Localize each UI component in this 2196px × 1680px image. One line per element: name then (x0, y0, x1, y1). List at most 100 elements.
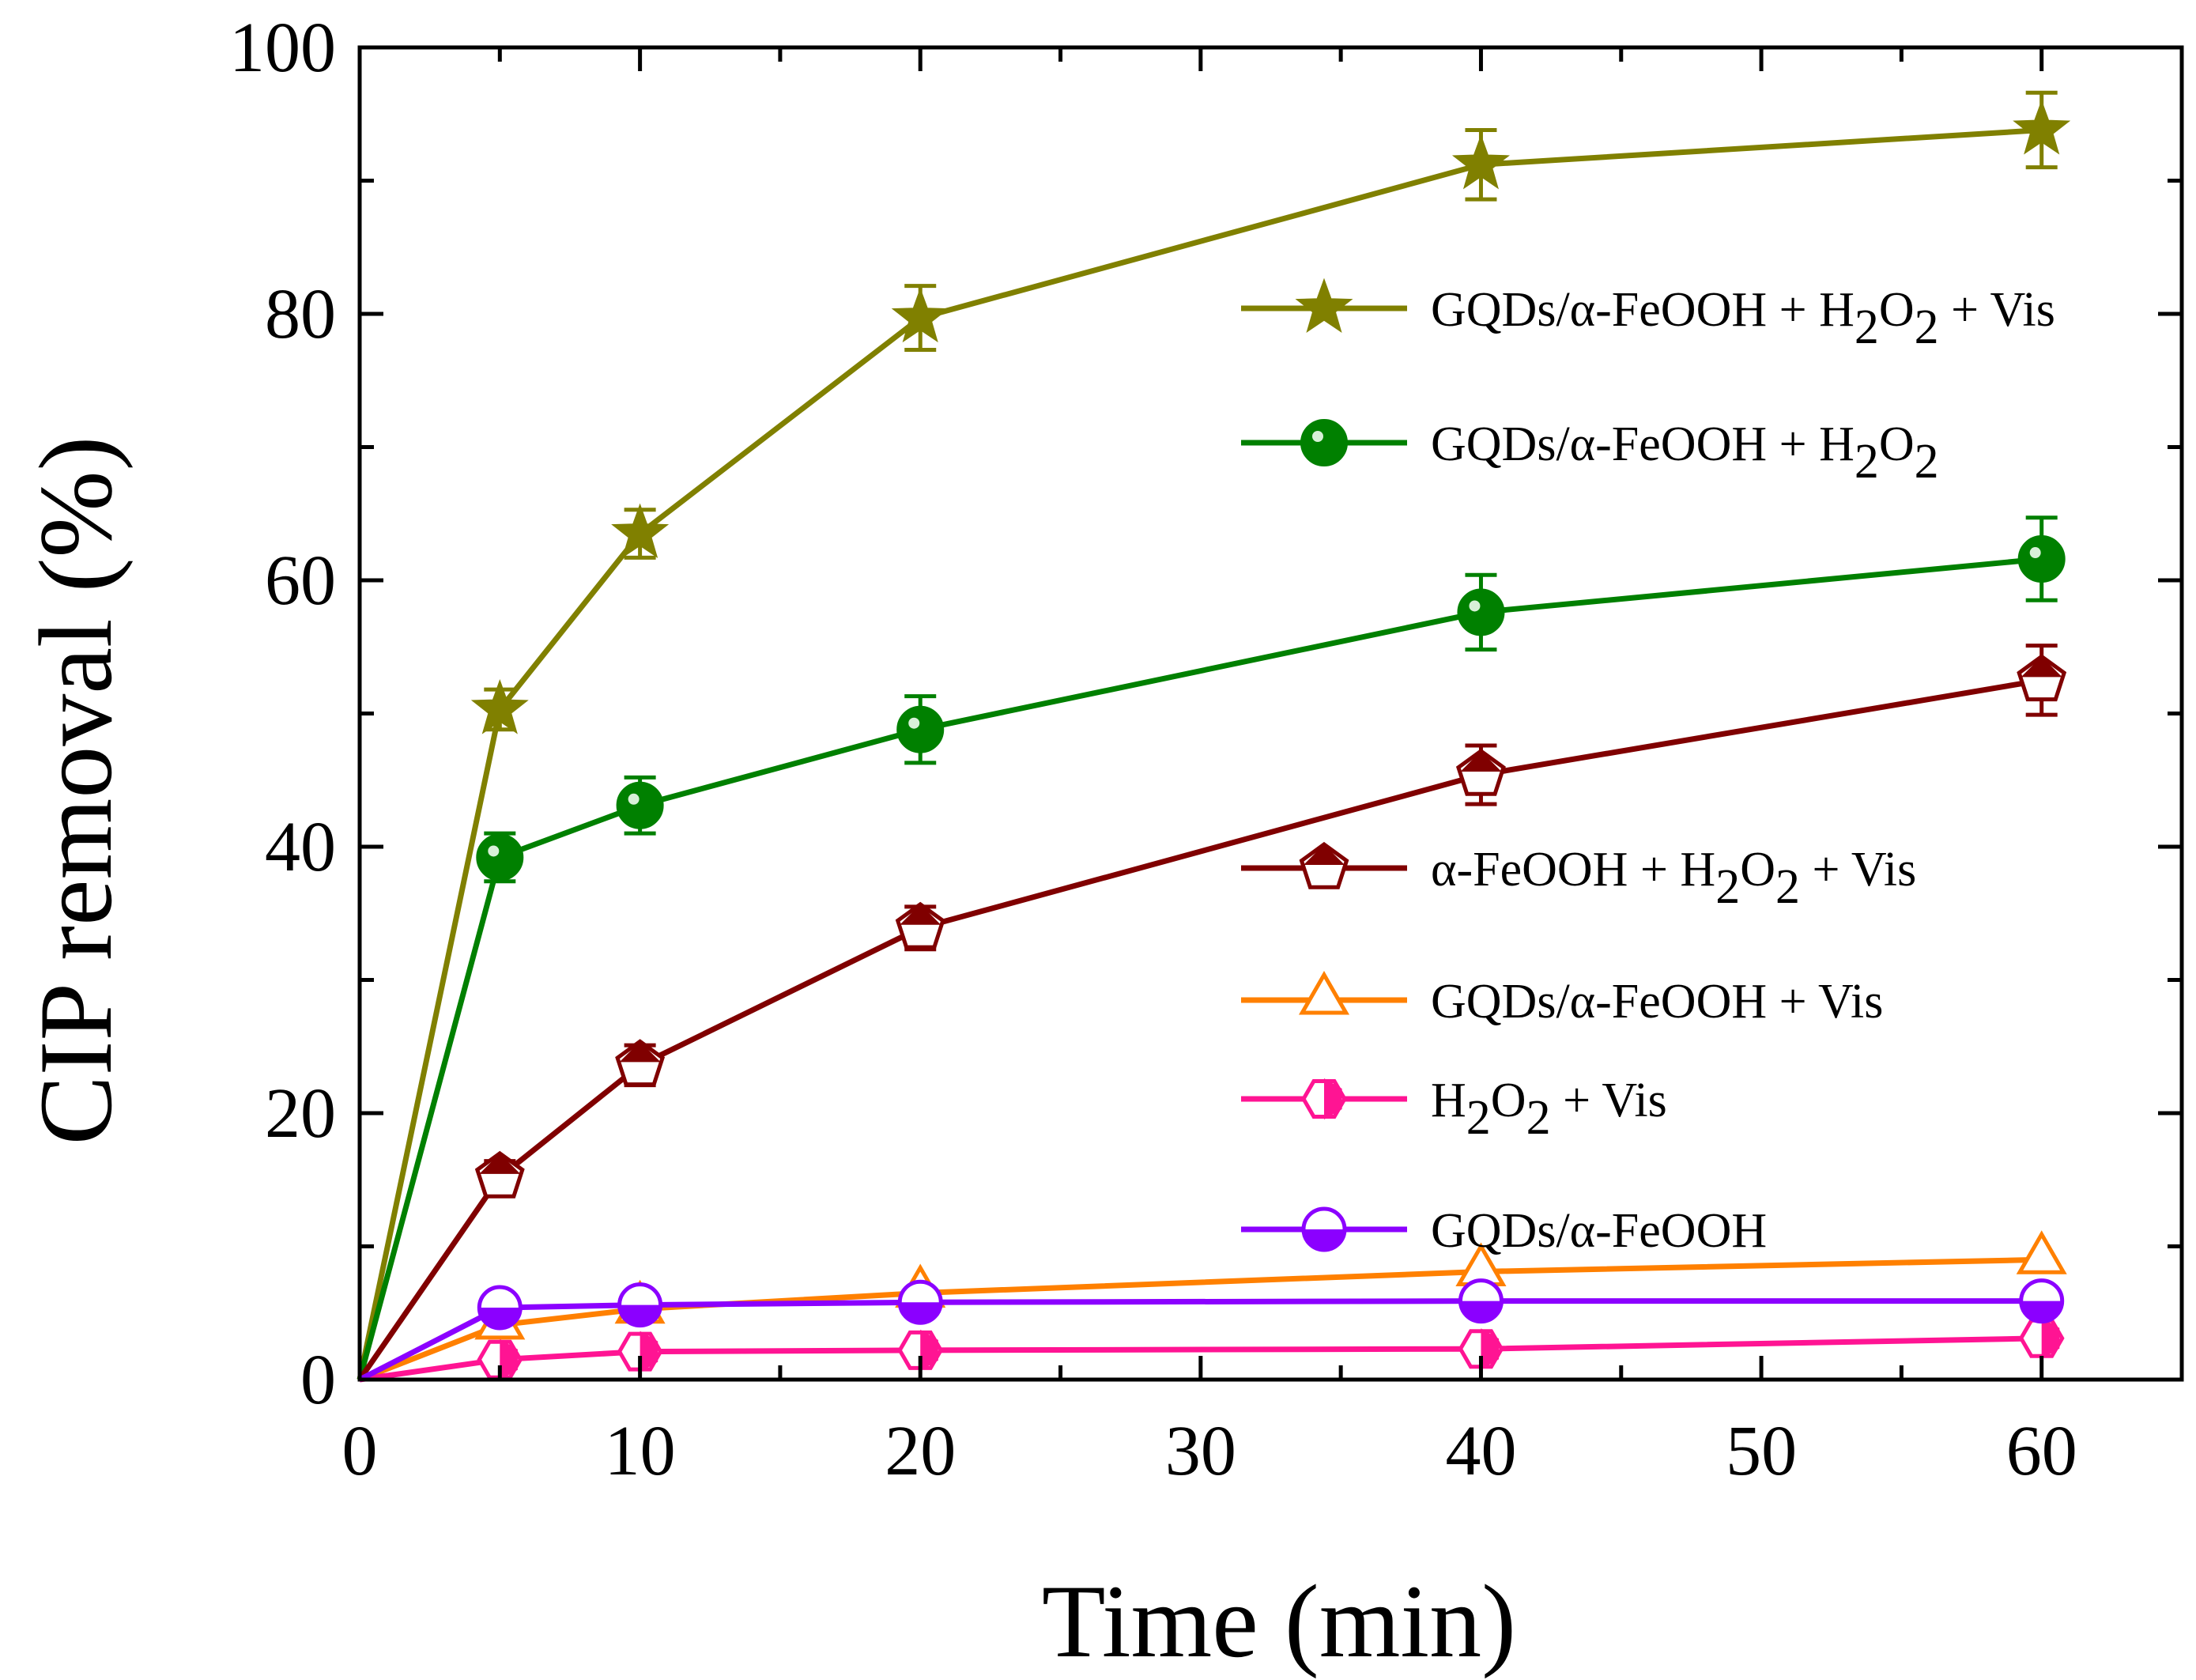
data-point-shape (895, 901, 945, 949)
data-point-shape (616, 781, 664, 829)
data-point (1455, 748, 1506, 796)
legend-text-part: GQDs/α-FeOOH + Vis (1431, 975, 1883, 1029)
data-point (470, 678, 529, 734)
y-tick-label: 40 (265, 808, 336, 886)
data-point (616, 781, 664, 829)
legend-marker-highlight (1312, 431, 1323, 442)
data-point-shape (2013, 100, 2071, 155)
series-5 (358, 1278, 2065, 1383)
y-axis-title: CIP removal (%) (17, 436, 134, 1146)
legend-marker (1298, 970, 1350, 1015)
legend-entry-5: GQDs/α-FeOOH (1241, 1204, 1767, 1258)
data-point-fill (479, 1308, 521, 1329)
x-tick-label: 30 (1165, 1412, 1236, 1490)
data-point (477, 1285, 523, 1331)
data-point (1457, 588, 1505, 636)
data-point (2016, 1230, 2067, 1274)
data-point-highlight (628, 793, 640, 805)
series-1 (357, 515, 2066, 1380)
series-line (357, 556, 2043, 1380)
legend-text-part: + Vis (1551, 1074, 1667, 1127)
data-point (1458, 1278, 1504, 1324)
legend-label: H2O2 + Vis (1431, 1074, 1667, 1145)
data-point-fill (479, 1153, 521, 1174)
legend-marker-shape (1298, 970, 1350, 1015)
y-tick-label: 100 (229, 9, 336, 87)
data-point (477, 1338, 523, 1380)
x-tick-label: 10 (605, 1412, 676, 1490)
data-point-shape (611, 503, 670, 559)
data-point-fill (619, 1304, 661, 1326)
data-point (617, 1282, 663, 1328)
legend-text-part: O (1491, 1074, 1526, 1127)
data-point (1451, 134, 1510, 190)
y-tick-label: 20 (265, 1074, 336, 1153)
series-line (358, 1298, 2042, 1383)
legend-text-part: O (1740, 843, 1775, 897)
legend-label: α-FeOOH + H2O2 + Vis (1431, 843, 1916, 914)
legend-subscript: 2 (1915, 435, 1939, 489)
x-tick-label: 50 (1726, 1412, 1797, 1490)
legend-subscript: 2 (1715, 860, 1740, 914)
data-point (897, 1329, 944, 1371)
legend-marker (1295, 277, 1353, 334)
x-tick-label: 40 (1445, 1412, 1516, 1490)
legend-marker-shape (1299, 841, 1349, 889)
data-point-shape (1457, 588, 1505, 636)
legend-subscript: 2 (1466, 1091, 1491, 1145)
data-point (611, 503, 670, 559)
legend-entry-0: GQDs/α-FeOOH + H2O2 + Vis (1241, 277, 2055, 354)
data-point-fill (1481, 1328, 1500, 1370)
legend-marker (1300, 419, 1348, 466)
series-4 (359, 1317, 2065, 1383)
data-point-fill (640, 1331, 658, 1372)
data-point (897, 1279, 943, 1325)
data-point-shape (470, 678, 529, 734)
data-point (615, 1039, 666, 1087)
legend-text-part: O (1879, 417, 1915, 471)
legend-subscript: 2 (1855, 435, 1879, 489)
legend-marker (1301, 1078, 1347, 1119)
data-point-highlight (488, 845, 500, 857)
data-point (1458, 1328, 1504, 1370)
legend-marker-shape (1300, 419, 1348, 466)
axes-layer: 0 10 20 30 40 50 60 0 20 40 60 80 100 (229, 9, 2184, 1490)
legend-text-part: O (1879, 283, 1915, 337)
series-0 (357, 90, 2071, 1380)
data-point-shape (474, 1150, 525, 1199)
x-tick-label: 60 (2006, 1412, 2077, 1490)
legend-text-part: α-FeOOH + H (1431, 843, 1715, 897)
data-point (2017, 654, 2067, 702)
data-point-shape (2017, 654, 2067, 702)
legend-marker-shape (1295, 277, 1353, 334)
data-point-shape (615, 1039, 666, 1087)
x-tick-label: 0 (342, 1412, 378, 1490)
legend-subscript: 2 (1526, 1091, 1551, 1145)
legend-entry-3: GQDs/α-FeOOH + Vis (1241, 970, 1883, 1029)
data-point-shape (891, 287, 949, 343)
series-line (357, 677, 2043, 1381)
data-point-shape (1455, 748, 1506, 796)
data-point-highlight (1469, 600, 1481, 612)
data-point-shape (1451, 134, 1510, 190)
legend-text-part: + Vis (1800, 843, 1916, 897)
data-point (617, 1331, 663, 1372)
legend-text-part: + Vis (1939, 283, 2055, 337)
data-point (2013, 100, 2071, 155)
legend-marker-fill (1324, 1078, 1342, 1119)
data-point-fill (900, 904, 941, 925)
legend-subscript: 2 (1915, 300, 1939, 354)
data-point (474, 1150, 525, 1199)
y-tick-label: 60 (265, 542, 336, 620)
legend-entry-2: α-FeOOH + H2O2 + Vis (1241, 841, 1916, 914)
legend-entry-4: H2O2 + Vis (1241, 1074, 1667, 1145)
legend-marker (1301, 1206, 1347, 1252)
legend-label: GQDs/α-FeOOH (1431, 1204, 1767, 1258)
y-tick-label: 0 (300, 1341, 336, 1419)
data-point-shape (476, 833, 524, 882)
legend-text-part: H (1431, 1074, 1466, 1127)
data-point (476, 833, 524, 882)
data-point-fill (1460, 1301, 1502, 1322)
y-tick-label: 80 (265, 275, 336, 353)
data-point-fill (920, 1329, 938, 1371)
